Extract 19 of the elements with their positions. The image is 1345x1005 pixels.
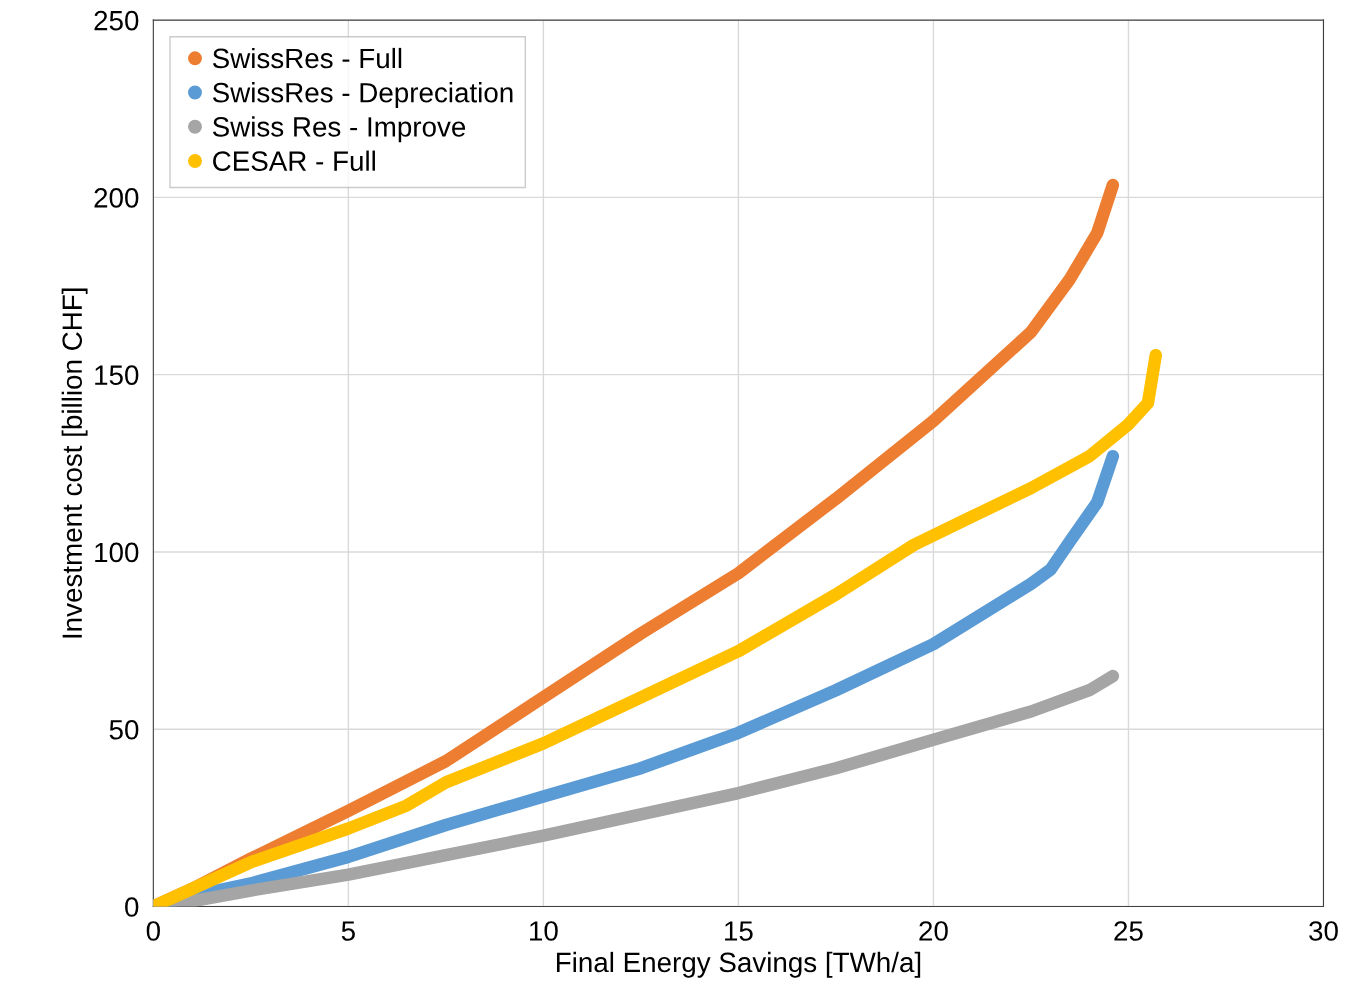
x-tick-label: 25	[1114, 921, 1143, 941]
y-tick-label: 250	[94, 10, 139, 31]
legend-label: SwissRes - Full	[212, 47, 402, 69]
x-tick-label: 30	[1309, 921, 1338, 941]
y-tick-label: 50	[109, 719, 139, 740]
y-tick-label: 200	[94, 188, 139, 208]
legend-label: SwissRes - Depreciation	[212, 82, 513, 108]
x-tick-label: 5	[341, 921, 355, 941]
y-tick-label: 100	[95, 542, 139, 563]
x-tick-label: 0	[146, 921, 160, 941]
y-tick-label: 150	[95, 365, 139, 385]
legend-label: CESAR - Full	[213, 150, 375, 171]
x-tick-label: 15	[725, 921, 753, 941]
x-tick-label: 20	[919, 921, 948, 941]
y-axis-title: Investment cost [billion CHF]	[61, 288, 88, 638]
legend-label: Swiss Res - Improve	[212, 116, 466, 143]
x-axis-title: Final Energy Savings [TWh/a]	[556, 951, 921, 978]
x-tick-label: 10	[530, 921, 558, 941]
y-tick-label: 0	[125, 897, 139, 917]
